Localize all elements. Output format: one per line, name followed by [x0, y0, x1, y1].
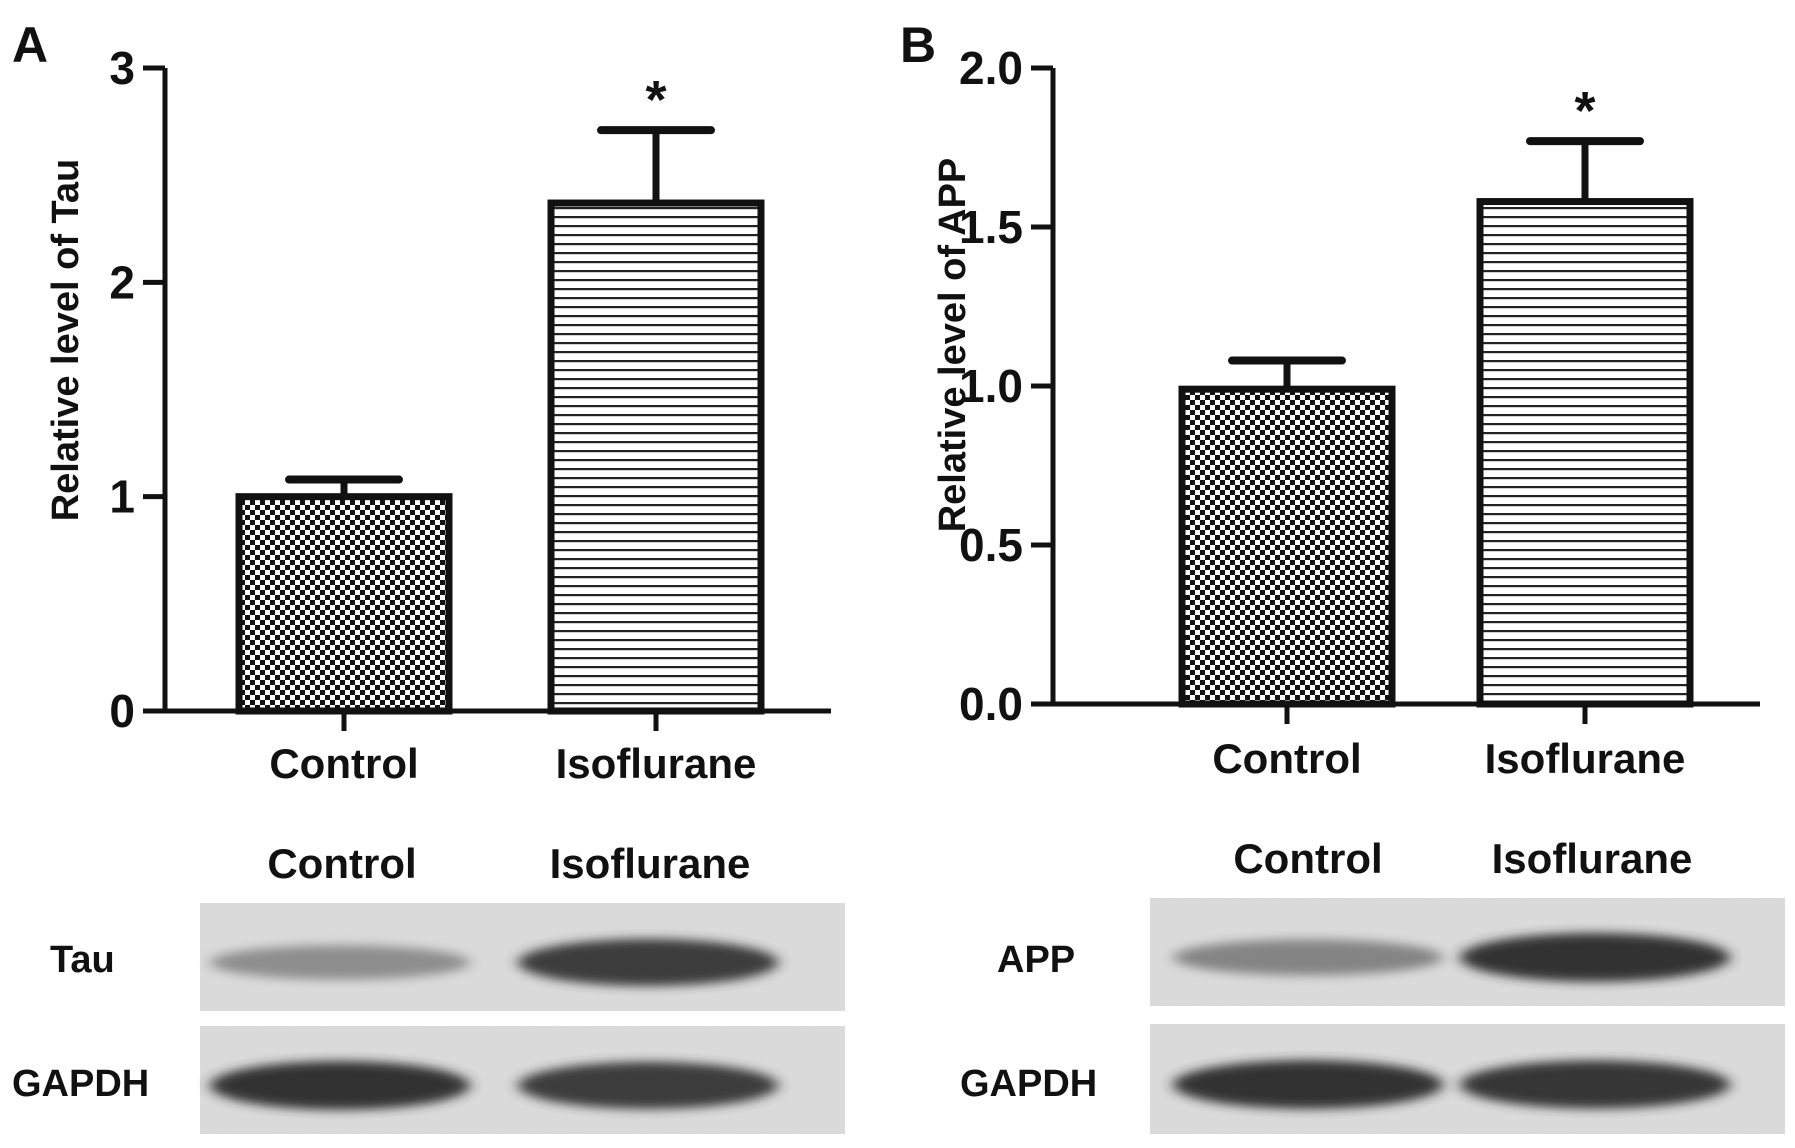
western-blot-a: Control Isoflurane Tau GAPDH	[12, 840, 845, 1134]
blot-lane-label-control-a: Control	[267, 840, 416, 887]
blot-band	[1173, 939, 1443, 976]
y-tick-label: 2.0	[959, 42, 1023, 94]
y-tick-label: 0.5	[959, 519, 1023, 571]
y-ticks-b: 0.0 0.5 1.0 1.5 2.0	[959, 42, 1053, 730]
chart-a: A Relative level of Tau 0 1 2 3 * Control Is…	[12, 17, 831, 787]
blot-strips-a	[200, 903, 845, 1134]
significance-marker: *	[1574, 81, 1595, 141]
chart-b: B Relative level of APP 0.00.51.01.52.0 …	[900, 17, 1760, 782]
blot-band	[1173, 1060, 1443, 1109]
bars-a: *	[235, 70, 765, 731]
blot-band	[210, 945, 470, 980]
panel-letter-a: A	[12, 17, 48, 73]
y-tick-label: 0	[109, 685, 135, 737]
blot-strips-b	[1150, 898, 1785, 1134]
y-ticks-a: 0 1 2 3	[109, 42, 165, 737]
panel-letter-b: B	[900, 17, 936, 73]
blot-row-label-app: APP	[997, 939, 1075, 981]
y-tick-label: 0.0	[959, 678, 1023, 730]
blot-strip-gapdh	[1150, 1024, 1785, 1134]
western-blot-b: Control Isoflurane APP GAPDH	[960, 835, 1785, 1134]
significance-marker: *	[645, 70, 666, 130]
blot-row-label-tau: Tau	[50, 939, 115, 981]
x-tick-label: Control	[1212, 735, 1361, 782]
x-tick-labels-a: Control Isoflurane	[269, 740, 756, 787]
bars-b: *	[1178, 81, 1694, 724]
blot-band	[518, 1061, 778, 1109]
y-tick-label: 1	[109, 471, 135, 523]
blot-band	[1460, 1060, 1730, 1109]
blot-row-label-gapdh-b: GAPDH	[960, 1063, 1097, 1105]
blot-strip-app	[1150, 898, 1785, 1006]
blot-lane-label-isoflurane-b: Isoflurane	[1492, 835, 1693, 882]
y-tick-label: 1.0	[959, 360, 1023, 412]
y-axis-label-b: Relative level of APP	[932, 158, 974, 533]
y-tick-label: 3	[109, 42, 135, 94]
y-tick-label: 2	[109, 256, 135, 308]
blot-band	[210, 1061, 470, 1110]
bar-control	[235, 493, 453, 715]
x-tick-labels-b: Control Isoflurane	[1212, 735, 1685, 782]
x-tick-label: Isoflurane	[556, 740, 757, 787]
blot-lane-label-isoflurane-a: Isoflurane	[550, 840, 751, 887]
x-tick-label: Isoflurane	[1485, 735, 1686, 782]
blot-band	[1460, 933, 1730, 982]
bar-isoflurane	[1476, 198, 1694, 708]
blot-strip-gapdh	[200, 1026, 845, 1134]
y-tick-label: 1.5	[959, 201, 1023, 253]
blot-band	[518, 938, 778, 987]
blot-lane-label-control-b: Control	[1233, 835, 1382, 882]
bar-control	[1178, 385, 1396, 708]
blot-row-label-gapdh-a: GAPDH	[12, 1063, 149, 1105]
bar-isoflurane	[547, 199, 765, 715]
y-axis-label-a: Relative level of Tau	[45, 159, 87, 522]
blot-strip-tau	[200, 903, 845, 1011]
x-tick-label: Control	[269, 740, 418, 787]
